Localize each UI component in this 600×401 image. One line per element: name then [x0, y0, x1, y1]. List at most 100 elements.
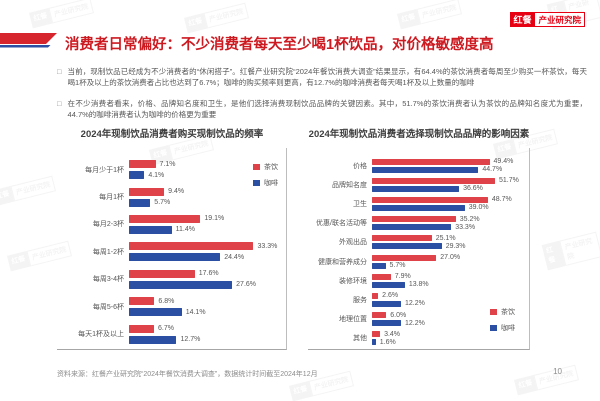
- chart-legend: 茶饮 咖啡: [490, 307, 515, 333]
- bar-line: 29.3%: [372, 242, 529, 250]
- watermark: 红餐 产业研究院: [29, 0, 94, 29]
- bar-group: 33.3% 24.4%: [129, 241, 286, 263]
- chart-row: 品牌知名度 51.7% 36.6%: [308, 175, 529, 194]
- chart-row: 每月少于1杯 7.1% 4.1%: [57, 156, 286, 183]
- value-label: 29.3%: [445, 242, 466, 250]
- title-decoration-blue: [0, 45, 51, 48]
- category-label: 品牌知名度: [332, 181, 367, 189]
- watermark-logo-primary: 红餐: [397, 9, 421, 30]
- summary-bullets: □ 当前，现制饮品已经成为不少消费者的“休闲搭子”。红餐产业研究院“2024年餐…: [57, 66, 587, 129]
- bar-line: 9.4%: [129, 186, 286, 197]
- bar-line: 27.0%: [372, 254, 529, 262]
- bar-line: 6.0%: [372, 311, 529, 319]
- chart-plot-area: 茶饮 咖啡 价格 49.4% 44.7% 品牌知名度 51.7% 36.6% 卫生 48.7% 3…: [308, 148, 530, 350]
- legend-swatch: [490, 309, 497, 315]
- value-label: 27.6%: [236, 281, 257, 289]
- bar-咖啡: [129, 171, 145, 180]
- watermark: 红餐 产业研究院: [184, 2, 249, 34]
- bar-line: 14.1%: [129, 307, 286, 318]
- bar-茶饮: [372, 312, 387, 319]
- category-label: 每天1杯及以上: [78, 331, 124, 339]
- bar-咖啡: [129, 253, 221, 262]
- bar-茶饮: [129, 214, 201, 223]
- value-label: 12.7%: [180, 336, 201, 344]
- bar-line: 24.4%: [129, 252, 286, 263]
- bar-line: 13.8%: [372, 281, 529, 289]
- source-note: 资料来源：红餐产业研究院“2024年餐饮消费大调查”，数据统计时间截至2024年…: [57, 371, 318, 378]
- bar-group: 7.9% 13.8%: [372, 273, 529, 289]
- bar-line: 11.4%: [129, 224, 286, 235]
- bar-group: 25.1% 29.3%: [372, 234, 529, 250]
- bar-line: 49.4%: [372, 158, 529, 166]
- watermark-logo-primary: 红餐: [289, 381, 313, 401]
- bar-茶饮: [129, 187, 165, 196]
- legend-swatch: [253, 164, 260, 170]
- bar-group: 9.4% 5.7%: [129, 186, 286, 208]
- value-label: 6.7%: [158, 325, 174, 333]
- bar-咖啡: [372, 300, 402, 307]
- value-label: 33.3%: [257, 242, 278, 250]
- value-label: 33.3%: [455, 223, 476, 231]
- bullet-item: □ 在不少消费者看来，价格、品牌知名度和卫生，是他们选择消费现制饮品品牌的关键因…: [57, 98, 587, 121]
- bar-茶饮: [372, 216, 456, 223]
- category-label: 其他: [353, 335, 367, 343]
- chart-purchase-frequency: 2024年现制饮品消费者购买现制饮品的频率 茶饮 咖啡 每月少于1杯 7.1% 4.1…: [57, 126, 287, 350]
- value-label: 35.2%: [459, 215, 480, 223]
- bar-group: 6.7% 12.7%: [129, 323, 286, 345]
- bar-group: 27.0% 5.7%: [372, 254, 529, 270]
- watermark-logo-secondary: 产业研究院: [48, 0, 94, 24]
- bar-line: 6.8%: [129, 296, 286, 307]
- chart-row: 装修环境 7.9% 13.8%: [308, 271, 529, 290]
- bar-line: 2.6%: [372, 292, 529, 300]
- category-label: 每周5-6杯: [92, 303, 124, 311]
- category-label: 每月1杯: [99, 194, 124, 202]
- bar-line: 12.2%: [372, 300, 529, 308]
- bar-line: 1.6%: [372, 338, 529, 346]
- title-decoration-red: [0, 33, 57, 44]
- bar-line: 12.2%: [372, 319, 529, 327]
- watermark-logo-secondary: 产业研究院: [203, 2, 249, 29]
- value-label: 39.0%: [468, 204, 489, 212]
- watermark: 红餐 产业研究院: [0, 175, 56, 207]
- value-label: 27.0%: [440, 254, 461, 262]
- legend-swatch: [490, 325, 497, 331]
- bar-line: 12.7%: [129, 334, 286, 345]
- bar-line: 6.7%: [129, 323, 286, 334]
- value-label: 6.0%: [390, 311, 407, 319]
- category-label: 外观出品: [339, 239, 367, 247]
- value-label: 49.4%: [493, 158, 514, 166]
- brand-logo: 红餐 产业研究院: [510, 12, 585, 27]
- value-label: 19.1%: [204, 215, 225, 223]
- bar-group: 49.4% 44.7%: [372, 158, 529, 174]
- category-label: 健康和营养成分: [318, 258, 367, 266]
- chart-row: 卫生 48.7% 39.0%: [308, 194, 529, 213]
- category-label: 卫生: [353, 200, 367, 208]
- bar-茶饮: [129, 297, 155, 306]
- legend-item: 茶饮: [490, 307, 515, 317]
- bar-group: 17.6% 27.6%: [129, 268, 286, 290]
- bar-茶饮: [129, 160, 156, 169]
- bar-茶饮: [372, 273, 391, 280]
- chart-row: 其他 3.4% 1.6%: [308, 329, 529, 348]
- bar-group: 2.6% 12.2%: [372, 292, 529, 308]
- bullet-square-icon: □: [57, 67, 62, 76]
- bar-茶饮: [372, 158, 490, 165]
- category-label: 每周3-4杯: [92, 276, 124, 284]
- value-label: 9.4%: [168, 188, 185, 196]
- bar-line: 35.2%: [372, 215, 529, 223]
- bar-line: 39.0%: [372, 204, 529, 212]
- chart-row: 外观出品 25.1% 29.3%: [308, 233, 529, 252]
- bar-line: 27.6%: [129, 279, 286, 290]
- value-label: 12.2%: [405, 300, 425, 308]
- bar-茶饮: [372, 196, 488, 203]
- watermark-logo-primary: 红餐: [0, 186, 15, 207]
- bar-line: 33.3%: [129, 241, 286, 252]
- value-label: 12.2%: [405, 319, 425, 327]
- bar-line: 48.7%: [372, 196, 529, 204]
- bar-咖啡: [372, 281, 405, 288]
- legend-item: 咖啡: [490, 323, 515, 333]
- watermark: 红餐 产业研究院: [514, 364, 579, 396]
- bar-group: 19.1% 11.4%: [129, 213, 286, 235]
- chart-plot-area: 茶饮 咖啡 每月少于1杯 7.1% 4.1% 每月1杯 9.4% 5.7% 每月2-3杯 19.…: [57, 148, 287, 350]
- bar-咖啡: [372, 204, 465, 211]
